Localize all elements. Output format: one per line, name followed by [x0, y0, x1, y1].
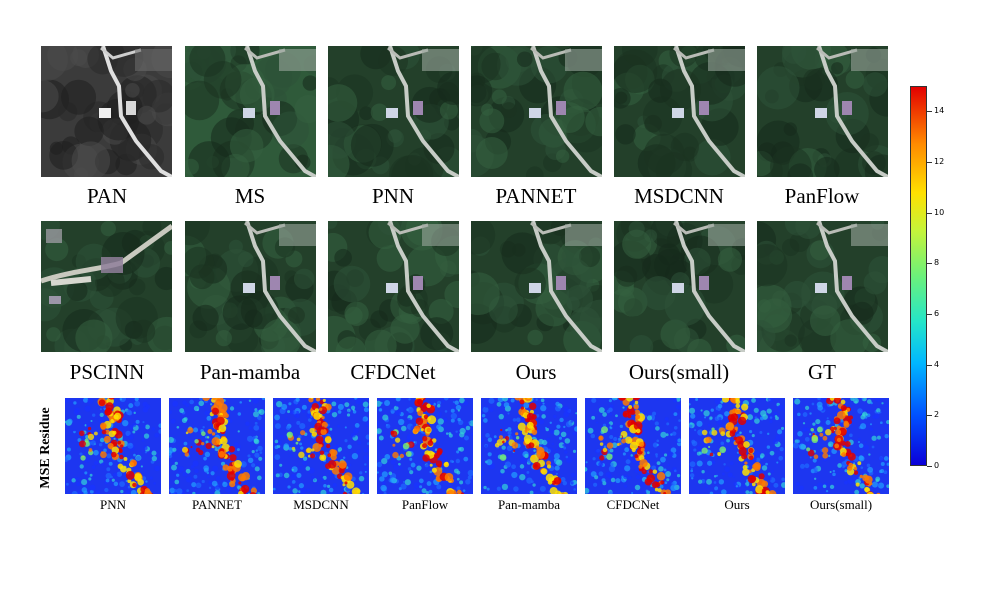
image-cfdcnet-svg	[328, 221, 459, 352]
colorbar-tick	[927, 263, 932, 265]
colorbar-tick-label: 4	[934, 359, 940, 369]
residue-pan-mamba-svg	[481, 398, 577, 494]
colorbar-tick-label: 2	[934, 410, 940, 420]
image-panflow-svg	[757, 46, 888, 177]
residue-pannet	[169, 398, 265, 494]
residue-msdcnn-svg	[273, 398, 369, 494]
caption-pannet: PANNET	[495, 184, 577, 208]
residue-caption-pnn: PNN	[99, 497, 126, 512]
residue-caption-pan-mamba: Pan-mamba	[497, 497, 561, 512]
residue-pnn	[65, 398, 161, 494]
colorbar-tick-label: 12	[934, 157, 945, 166]
image-pan	[41, 46, 172, 177]
residue-caption-ours: Ours	[724, 497, 750, 512]
image-ours-svg	[471, 221, 602, 352]
image-pannet	[471, 46, 602, 177]
image-gt	[757, 221, 888, 352]
residue-caption-msdcnn: MSDCNN	[293, 497, 349, 512]
residue-ours-small	[793, 398, 889, 494]
image-ms	[185, 46, 316, 177]
caption-ms: MS	[234, 184, 266, 208]
residue-cfdcnet	[585, 398, 681, 494]
caption-cfdcnet: CFDCNet	[350, 360, 436, 384]
residue-msdcnn	[273, 398, 369, 494]
caption-panflow: PanFlow	[784, 184, 860, 208]
image-pan-mamba	[185, 221, 316, 352]
residue-pan-mamba	[481, 398, 577, 494]
residue-caption-pannet: PANNET	[191, 497, 243, 512]
caption-pnn: PNN	[371, 184, 414, 208]
image-msdcnn-svg	[614, 46, 745, 177]
colorbar-tick-label: 6	[934, 309, 940, 318]
residue-ours	[689, 398, 785, 494]
residue-panflow-svg	[377, 398, 473, 494]
colorbar-tick-label: 10	[934, 207, 945, 217]
caption-gt: GT	[808, 360, 836, 384]
residue-ours-small-svg	[793, 398, 889, 494]
residue-caption-panflow: PanFlow	[401, 497, 449, 512]
colorbar	[910, 86, 927, 466]
image-ours-small	[614, 221, 745, 352]
residue-ours-svg	[689, 398, 785, 494]
image-panflow	[757, 46, 888, 177]
image-gt-svg	[757, 221, 888, 352]
colorbar-tick-label: 14	[934, 106, 945, 116]
caption-msdcnn: MSDCNN	[634, 184, 724, 208]
residue-cfdcnet-svg	[585, 398, 681, 494]
residue-panflow	[377, 398, 473, 494]
image-ours-small-svg	[614, 221, 745, 352]
colorbar-tick	[927, 415, 932, 417]
residue-pnn-svg	[65, 398, 161, 494]
image-ours	[471, 221, 602, 352]
image-cfdcnet	[328, 221, 459, 352]
residue-caption-cfdcnet: CFDCNet	[606, 497, 660, 512]
caption-pscinn: PSCINN	[69, 360, 145, 384]
colorbar-tick	[927, 111, 932, 113]
image-pannet-svg	[471, 46, 602, 177]
caption-pan: PAN	[86, 184, 128, 208]
caption-ours-small: Ours(small)	[628, 360, 730, 384]
image-msdcnn	[614, 46, 745, 177]
image-pnn	[328, 46, 459, 177]
caption-pan-mamba: Pan-mamba	[199, 360, 301, 384]
colorbar-tick	[927, 212, 932, 214]
residue-pannet-svg	[169, 398, 265, 494]
image-ms-svg	[185, 46, 316, 177]
image-pan-mamba-svg	[185, 221, 316, 352]
residue-row-label: MSE Residue	[38, 407, 53, 489]
caption-ours: Ours	[515, 360, 557, 384]
image-pan-svg	[41, 46, 172, 177]
residue-caption-ours-small: Ours(small)	[809, 497, 873, 512]
colorbar-tick	[927, 364, 932, 366]
colorbar-tick-label: 8	[934, 258, 940, 268]
image-pnn-svg	[328, 46, 459, 177]
image-pscinn-svg	[41, 221, 172, 352]
colorbar-tick	[927, 314, 932, 315]
colorbar-tick	[927, 162, 932, 163]
colorbar-tick	[927, 466, 932, 467]
colorbar-tick-label: 0	[934, 461, 940, 470]
image-pscinn	[41, 221, 172, 352]
